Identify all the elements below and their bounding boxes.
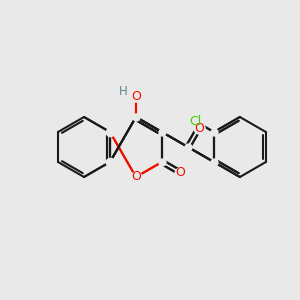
Text: O: O [131, 89, 141, 103]
Text: O: O [131, 170, 141, 184]
Text: H: H [119, 85, 128, 98]
Text: O: O [175, 166, 185, 179]
Text: Cl: Cl [189, 115, 201, 128]
Text: O: O [194, 122, 204, 135]
